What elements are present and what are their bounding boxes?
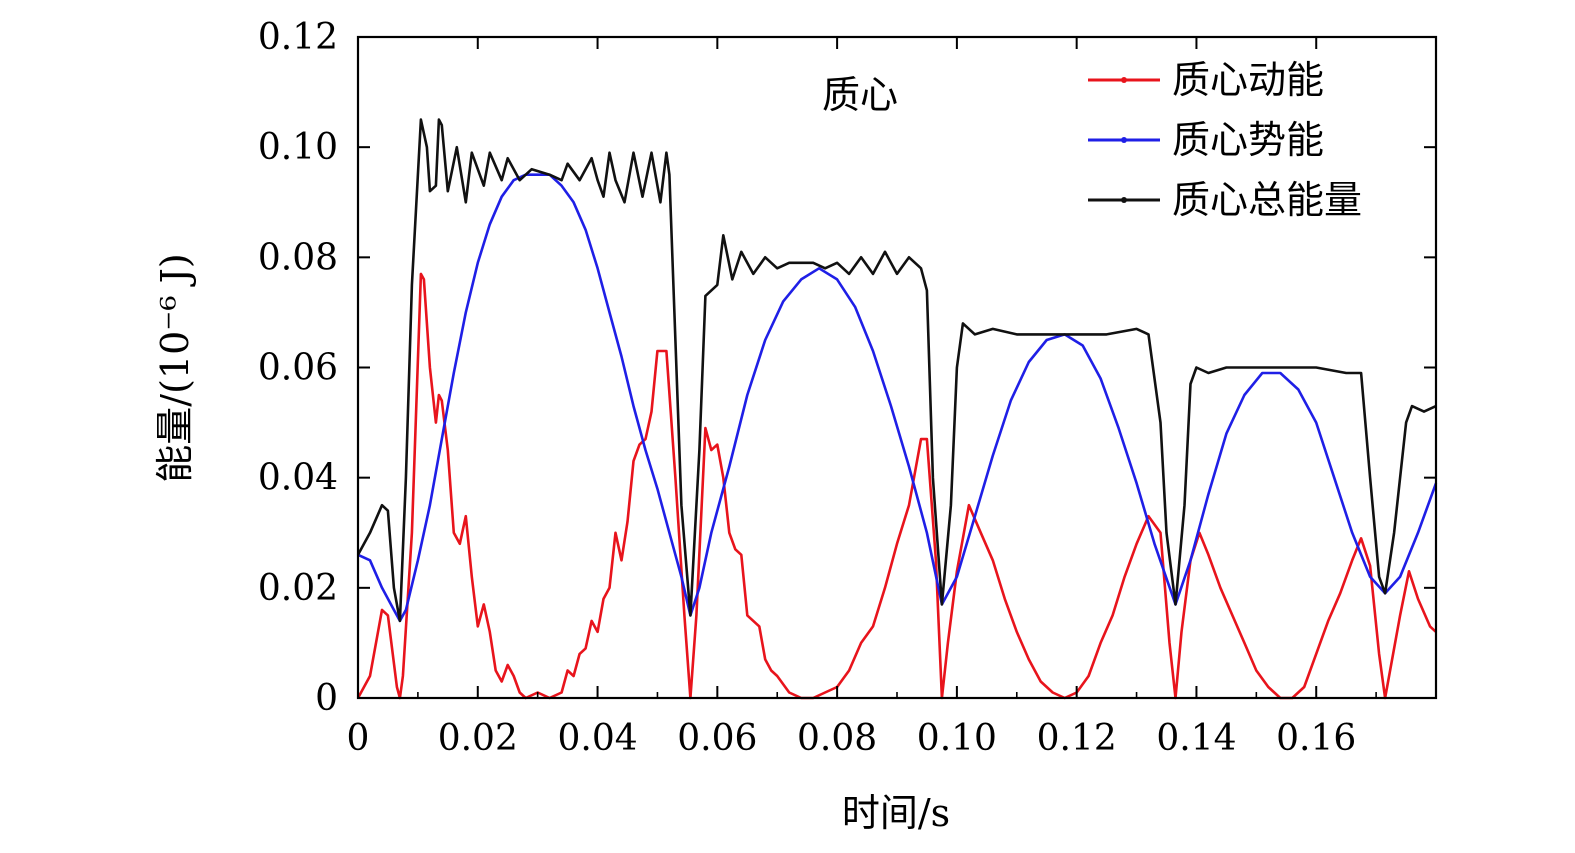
x-tick-label: 0.14 xyxy=(1156,718,1236,759)
legend-label-2: 质心势能 xyxy=(1172,118,1324,162)
x-tick-label: 0.10 xyxy=(917,718,997,759)
y-tick-label: 0.04 xyxy=(258,458,338,499)
x-tick-label: 0 xyxy=(347,718,370,759)
y-tick-label: 0 xyxy=(315,678,338,719)
y-tick-label: 0.02 xyxy=(258,568,338,609)
y-axis-title: 能量/(10⁻⁶ J) xyxy=(153,253,197,482)
legend-label-1: 质心动能 xyxy=(1172,58,1324,102)
series-layer xyxy=(356,118,1438,700)
x-tick-label: 0.06 xyxy=(677,718,757,759)
y-tick-label: 0.12 xyxy=(258,17,338,58)
legend-marker-2 xyxy=(1121,137,1127,143)
series-line-3 xyxy=(356,118,1437,623)
legend-marker-3 xyxy=(1121,197,1127,203)
y-tick-label: 0.08 xyxy=(258,237,338,278)
x-tick-label: 0.08 xyxy=(797,718,877,759)
x-tick-label: 0.04 xyxy=(557,718,637,759)
x-tick-label: 0.02 xyxy=(438,718,518,759)
series-line-1 xyxy=(356,272,1437,700)
legend-marker-1 xyxy=(1121,77,1127,83)
x-tick-label: 0.16 xyxy=(1276,718,1356,759)
chart-annotation: 质心 xyxy=(822,73,898,117)
y-tick-label: 0.06 xyxy=(258,348,338,389)
x-axis-title: 时间/s xyxy=(842,791,950,835)
ticks-layer: 0 0.02 0.04 0.06 0.08 0.10 0.12 0.14 0.16 0 0.02 0.… xyxy=(258,17,1436,759)
y-tick-label: 0.10 xyxy=(258,127,338,168)
legend-label-3: 质心总能量 xyxy=(1172,178,1362,222)
series-line-2 xyxy=(357,173,1438,623)
x-tick-label: 0.12 xyxy=(1037,718,1117,759)
